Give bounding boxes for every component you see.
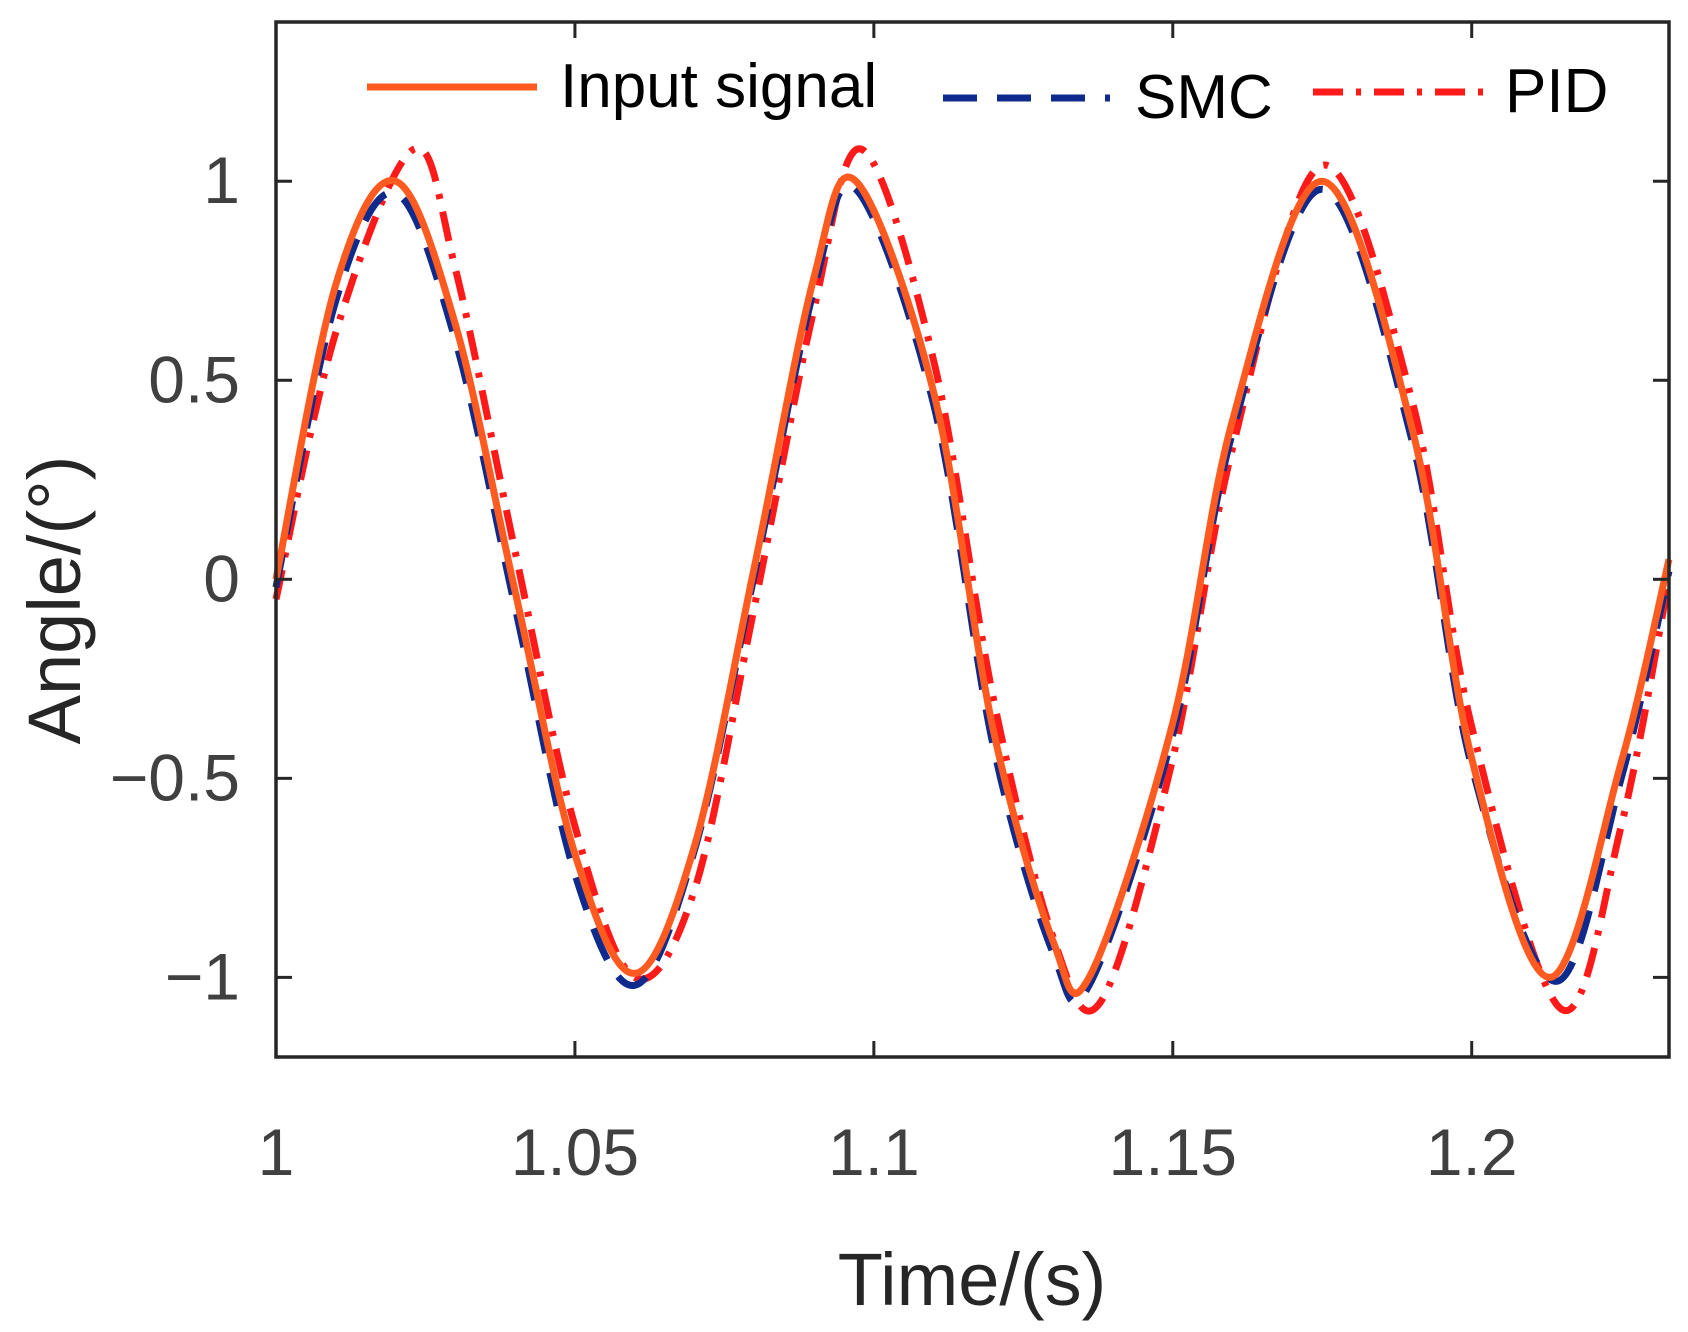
y-tick-label: −1 [165,939,240,1013]
y-tick-label: 0 [203,541,240,615]
ticks-layer [274,22,1669,1057]
series-line-input-signal [272,173,1673,997]
x-tick-label: 1 [258,1115,295,1189]
y-tick-label: 1 [203,143,240,217]
legend: Input signal SMC PID [367,52,1608,132]
plot-frame [274,20,1671,1059]
legend-label-pid: PID [1505,57,1608,126]
y-tick-label: 0.5 [148,342,240,416]
x-tick-label: 1.1 [828,1115,920,1189]
x-tick-label: 1.2 [1426,1115,1518,1189]
y-tick-label: −0.5 [110,740,240,814]
legend-label-smc: SMC [1135,63,1273,132]
x-tick-label: 1.15 [1109,1115,1237,1189]
x-tick-label: 1.05 [511,1115,639,1189]
legend-label-input-signal: Input signal [560,52,877,121]
series-layer [272,144,1673,1015]
tick-labels-layer: 1 1.05 1.1 1.15 1.2 −1 −0.5 0 0.5 1 [110,143,1518,1189]
x-axis-label: Time/(s) [838,1238,1107,1321]
y-axis-label: Angle/(°) [13,456,96,745]
